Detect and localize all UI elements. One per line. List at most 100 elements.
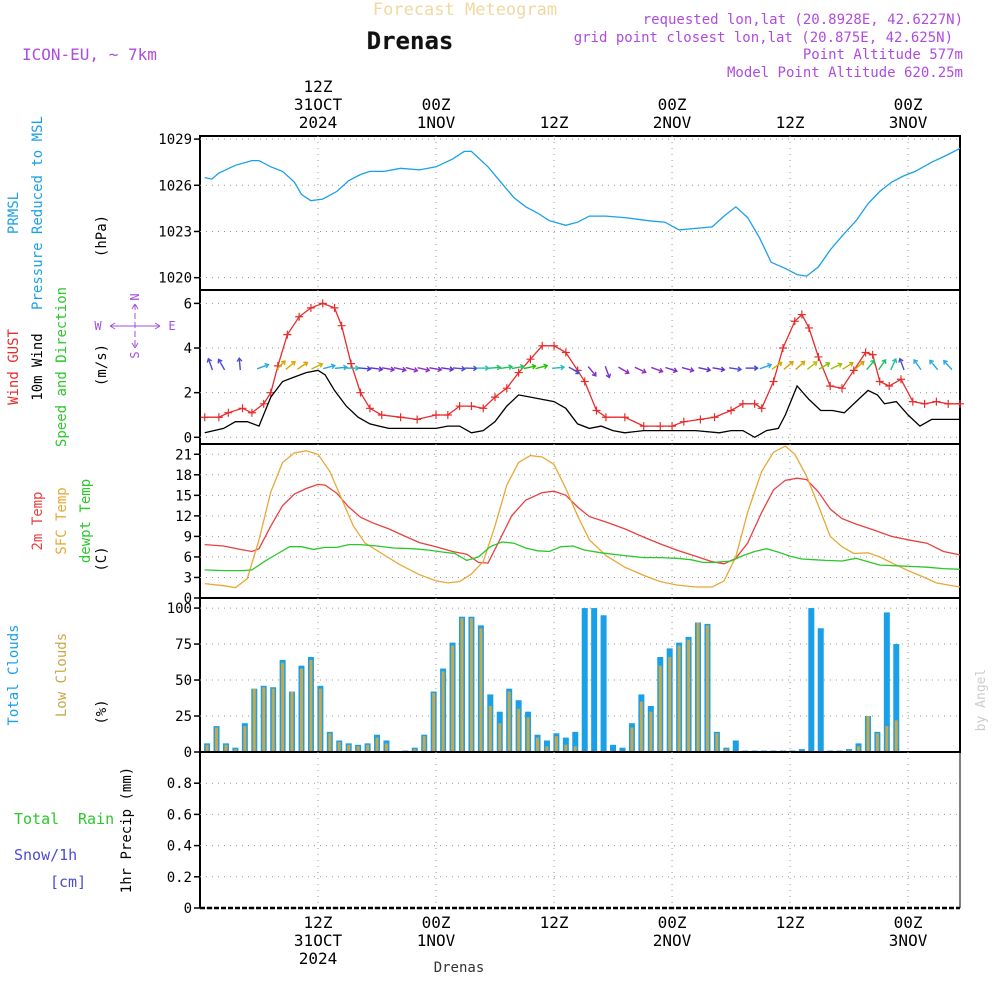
- wind-direction-arrow: [311, 362, 324, 370]
- arrow-shaft: [795, 360, 806, 370]
- low-cloud-bar: [384, 743, 388, 752]
- arrow-shaft: [568, 366, 580, 374]
- requested-coords: requested lon,lat (20.8928E, 42.6227N): [643, 12, 963, 28]
- low-cloud-bar: [366, 744, 370, 752]
- y-tick-label: 0: [184, 591, 192, 607]
- arrow-head: [290, 360, 296, 366]
- gust-marker: [455, 402, 464, 411]
- wind-direction-arrow: [806, 361, 818, 370]
- y-unit-label: (%): [94, 699, 110, 724]
- gust-marker: [592, 406, 601, 415]
- arrow-shaft: [712, 367, 725, 371]
- arrow-head: [366, 365, 372, 372]
- wind-direction-arrow: [275, 360, 286, 371]
- arrow-head: [837, 362, 843, 368]
- arrow-shaft: [890, 358, 897, 371]
- gust-marker: [750, 399, 759, 408]
- arrow-shaft: [943, 360, 953, 371]
- low-cloud-bar: [526, 717, 530, 752]
- wind-direction-arrow: [898, 357, 905, 371]
- arrow-head: [401, 366, 407, 373]
- y-axis-label: 10m Wind: [30, 333, 46, 400]
- low-cloud-bar: [375, 737, 379, 752]
- arrow-head: [519, 363, 525, 370]
- top-time-label: 12Z: [304, 77, 333, 96]
- bottom-time-label: 12Z: [540, 913, 569, 932]
- y-axis-label: SFC Temp: [54, 487, 70, 554]
- gust-marker: [885, 381, 894, 390]
- arrow-shaft: [759, 364, 772, 370]
- arrow-head: [753, 365, 759, 372]
- arrow-head: [913, 358, 919, 364]
- gust-marker: [837, 384, 846, 393]
- arrow-head: [624, 369, 630, 375]
- arrow-shaft: [618, 366, 630, 374]
- product-title: Forecast Meteogram: [373, 0, 557, 20]
- total-cloud-bar: [883, 612, 890, 752]
- arrow-head: [658, 367, 664, 374]
- gust-marker: [200, 413, 209, 422]
- total-cloud-bar: [572, 731, 579, 752]
- gust-marker: [502, 384, 511, 393]
- arrow-head: [461, 365, 467, 372]
- gust-marker: [668, 422, 677, 431]
- wind-direction-arrow: [890, 357, 898, 371]
- precip-label-total: Total: [14, 810, 59, 828]
- credit-label: by Angel: [974, 669, 989, 732]
- gust-marker: [849, 366, 858, 375]
- gust-marker: [467, 402, 476, 411]
- low-cloud-bar: [205, 744, 209, 752]
- wind-direction-arrow: [759, 362, 773, 370]
- arrow-head: [560, 364, 566, 371]
- gust-marker: [259, 399, 268, 408]
- arrow-head: [449, 366, 455, 373]
- wind-direction-arrow: [866, 359, 876, 371]
- arrow-head: [575, 369, 581, 375]
- wind-direction-arrow: [929, 359, 939, 371]
- gust-marker: [757, 404, 766, 413]
- arrow-shaft: [665, 366, 678, 372]
- series-line-2m-temp: [204, 477, 961, 565]
- wind-direction-arrow: [334, 364, 349, 371]
- gust-marker: [238, 404, 247, 413]
- gust-marker: [247, 408, 256, 417]
- gust-marker: [769, 377, 778, 386]
- low-cloud-bar: [649, 711, 653, 752]
- gust-marker: [526, 355, 535, 364]
- low-cloud-bar: [677, 645, 681, 752]
- footer-location: Drenas: [434, 960, 485, 976]
- wind-direction-arrow: [795, 360, 806, 370]
- top-time-label: 00Z: [422, 95, 451, 114]
- arrow-shaft: [488, 366, 501, 369]
- gust-marker: [639, 422, 648, 431]
- wind-direction-arrow: [568, 366, 581, 375]
- low-cloud-bar: [498, 723, 502, 752]
- gust-marker: [224, 408, 233, 417]
- model-altitude: Model Point Altitude 620.25m: [727, 65, 963, 81]
- arrow-shaft: [238, 358, 241, 371]
- gust-marker: [396, 413, 405, 422]
- series-line-dewpt-temp: [204, 541, 961, 572]
- y-axis-label: Low Clouds: [54, 633, 70, 717]
- wind-direction-arrow: [217, 358, 226, 371]
- wind-direction-arrow: [551, 364, 566, 371]
- low-cloud-bar: [356, 746, 360, 752]
- gust-marker: [550, 341, 559, 350]
- low-cloud-bar: [413, 749, 417, 752]
- gust-marker: [365, 404, 374, 413]
- low-cloud-bar: [215, 727, 219, 752]
- bottom-time-label: 12Z: [304, 913, 333, 932]
- wind-direction-arrow: [651, 366, 664, 374]
- y-tick-label: 21: [175, 447, 192, 463]
- low-cloud-bar: [233, 749, 237, 752]
- compass-s: S: [128, 351, 142, 358]
- series-line-0: [204, 147, 961, 277]
- gust-marker: [727, 406, 736, 415]
- arrow-shaft: [334, 366, 347, 369]
- low-cloud-bar: [705, 625, 709, 752]
- arrow-shaft: [297, 361, 308, 370]
- low-cloud-bar: [573, 746, 577, 752]
- bottom-time-label: 12Z: [776, 913, 805, 932]
- wind-direction-arrow: [728, 366, 743, 373]
- gust-marker: [514, 368, 523, 377]
